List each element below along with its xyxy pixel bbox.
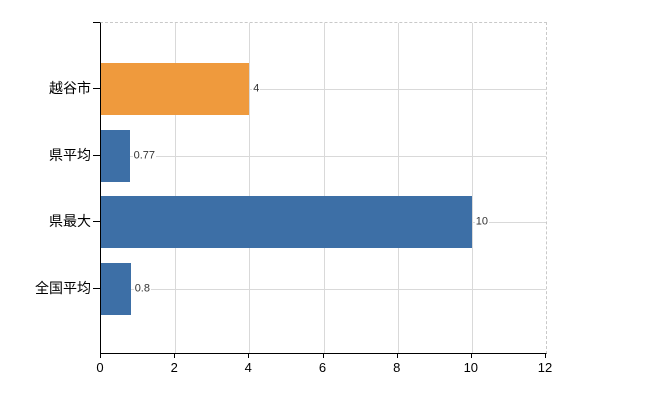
x-tick-label-0: 0 [96, 360, 104, 375]
x-axis-tick [248, 353, 250, 358]
bar-value-label-2: 10 [474, 215, 490, 229]
gridline-vertical [323, 23, 325, 353]
gridline-vertical [397, 23, 399, 353]
x-tick-label-1: 2 [170, 360, 178, 375]
y-axis-tick [93, 22, 100, 23]
y-axis-tick [93, 221, 100, 223]
gridline-vertical [471, 23, 473, 353]
category-label-0: 越谷市 [49, 80, 91, 96]
x-tick-label-2: 4 [244, 360, 252, 375]
bar-value-label-1: 0.77 [132, 149, 157, 163]
bar-0 [101, 63, 250, 115]
x-tick-label-4: 8 [393, 360, 401, 375]
y-axis-tick [93, 288, 100, 289]
category-label-2: 県最大 [49, 213, 91, 230]
bar-1 [101, 129, 130, 182]
category-label-1: 県平均 [49, 146, 91, 163]
x-tick-label-5: 10 [463, 360, 479, 375]
bar-2 [101, 196, 472, 249]
y-axis-tick [93, 88, 100, 89]
gridline-vertical [249, 23, 251, 353]
bar-value-label-0: 4 [252, 82, 261, 96]
category-label-3: 全国平均 [35, 280, 91, 296]
x-tick-label-6: 12 [537, 360, 553, 375]
x-axis-tick [470, 353, 472, 358]
bar-3 [101, 263, 131, 315]
gridline-horizontal [101, 289, 546, 290]
bar-value-label-3: 0.8 [133, 282, 151, 296]
x-axis-tick [545, 353, 546, 358]
x-axis-tick [322, 353, 324, 358]
gridline-horizontal [101, 89, 546, 90]
gridline-horizontal [101, 155, 546, 157]
x-axis-tick [100, 353, 101, 358]
x-axis-tick [174, 353, 176, 358]
gridline-vertical [175, 23, 177, 353]
plot-area: 4 0.77 10 0.8 [100, 22, 547, 354]
x-axis-tick [396, 353, 398, 358]
x-tick-label-3: 6 [318, 360, 327, 375]
y-axis-tick [93, 154, 100, 156]
